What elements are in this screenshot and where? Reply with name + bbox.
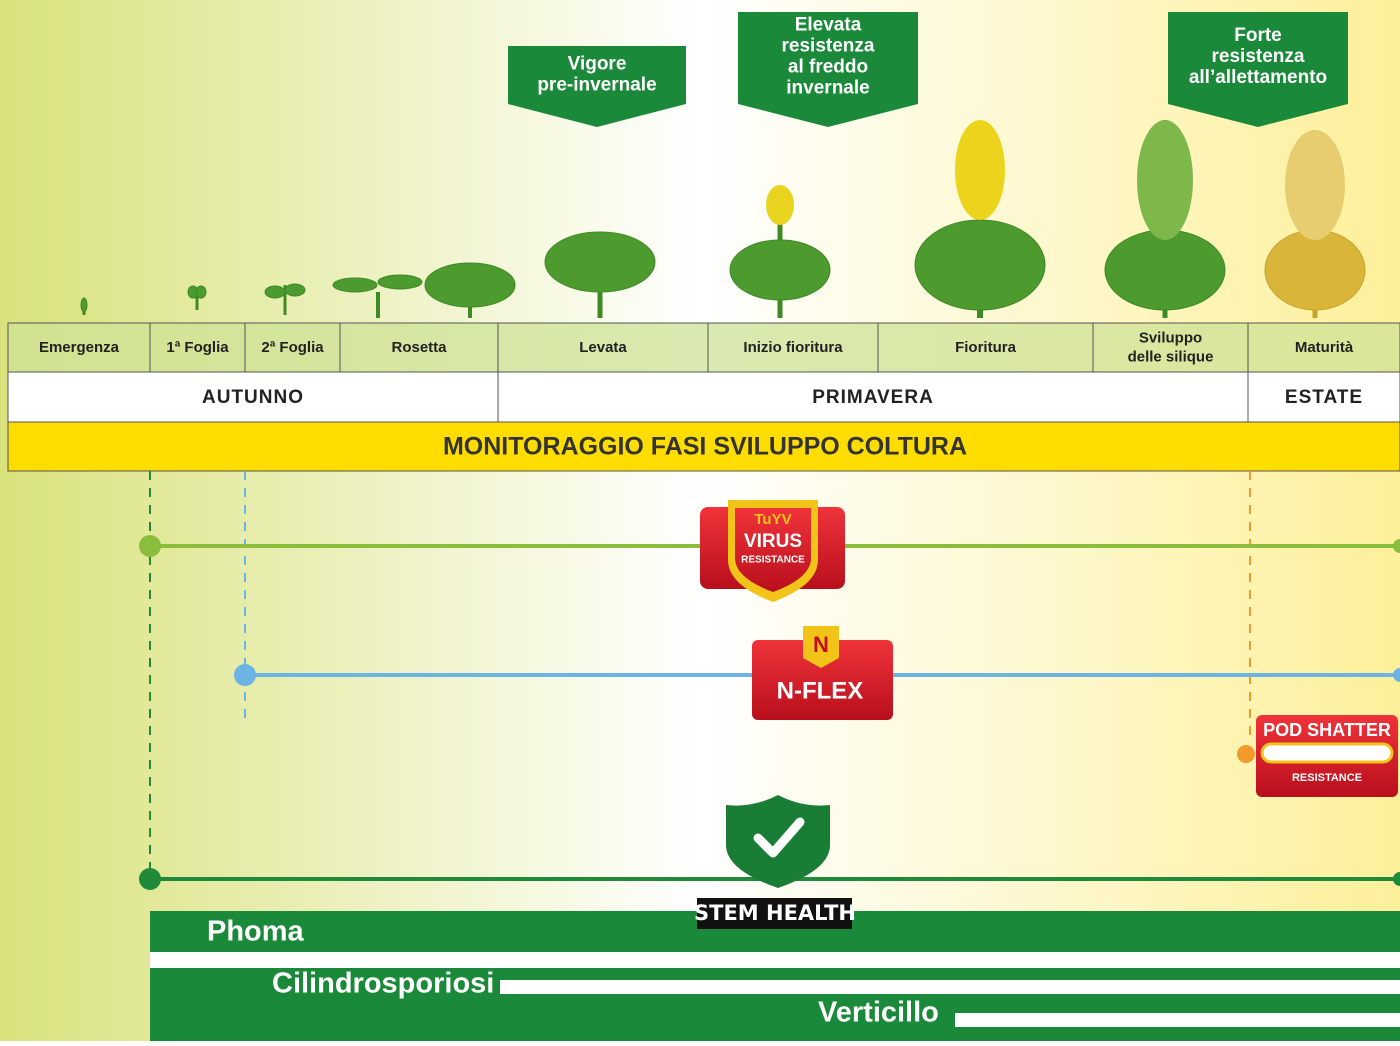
disease-label: Cilindrosporiosi xyxy=(272,968,494,1000)
disease-label: Verticillo xyxy=(818,997,939,1029)
stage-label: Rosetta xyxy=(391,339,447,356)
stage-label: Fioritura xyxy=(955,339,1016,356)
stage-label: 1ª Foglia xyxy=(166,339,229,356)
callout-text: invernale xyxy=(786,78,869,99)
infographic: Vigorepre-invernaleElevataresistenzaal f… xyxy=(0,0,1400,1041)
season-label: AUTUNNO xyxy=(202,387,304,408)
virus-badge: TuYV VIRUS RESISTANCE xyxy=(700,500,845,602)
stage-label: Sviluppo xyxy=(1139,329,1202,346)
callout-text: pre-invernale xyxy=(537,75,656,96)
badge-text: RESISTANCE xyxy=(1292,772,1362,784)
disease-bars: Phoma Cilindrosporiosi Verticillo xyxy=(150,911,1400,1041)
badge-text: STEM HEALTH xyxy=(694,901,856,925)
callout-text: Forte xyxy=(1234,25,1282,46)
callout-text: al freddo xyxy=(788,57,868,78)
nflex-badge: N N-FLEX xyxy=(752,626,893,720)
callout-text: resistenza xyxy=(1212,46,1305,67)
badge-text: N xyxy=(813,632,829,657)
stage-label: Emergenza xyxy=(39,339,120,356)
badge-text: TuYV xyxy=(754,511,791,528)
badge-text: POD SHATTER xyxy=(1263,720,1391,740)
callout-text: Elevata xyxy=(795,15,862,36)
season-label: PRIMAVERA xyxy=(812,387,934,408)
callout-text: Vigore xyxy=(568,54,627,75)
stage-label: 2ª Foglia xyxy=(261,339,324,356)
stage-row: Emergenza 1ª Foglia 2ª Foglia Rosetta Levata… xyxy=(8,323,1400,372)
stage-label: Levata xyxy=(579,339,627,356)
season-row: AUTUNNO PRIMAVERA ESTATE xyxy=(8,372,1400,422)
disease-label: Phoma xyxy=(207,916,305,948)
badge-text: RESISTANCE xyxy=(741,555,805,566)
stage-label: delle silique xyxy=(1128,348,1214,365)
badge-text: N-FLEX xyxy=(777,677,864,704)
badge-text: VIRUS xyxy=(744,531,802,552)
banner-title: MONITORAGGIO FASI SVILUPPO COLTURA xyxy=(443,433,967,461)
callout-text: all’allettamento xyxy=(1189,67,1327,88)
callout-text: resistenza xyxy=(782,36,875,57)
stage-label: Maturità xyxy=(1295,339,1354,356)
pod-badge: POD SHATTER RESISTANCE xyxy=(1237,715,1398,797)
stage-label: Inizio fioritura xyxy=(743,339,843,356)
season-label: ESTATE xyxy=(1285,387,1363,408)
